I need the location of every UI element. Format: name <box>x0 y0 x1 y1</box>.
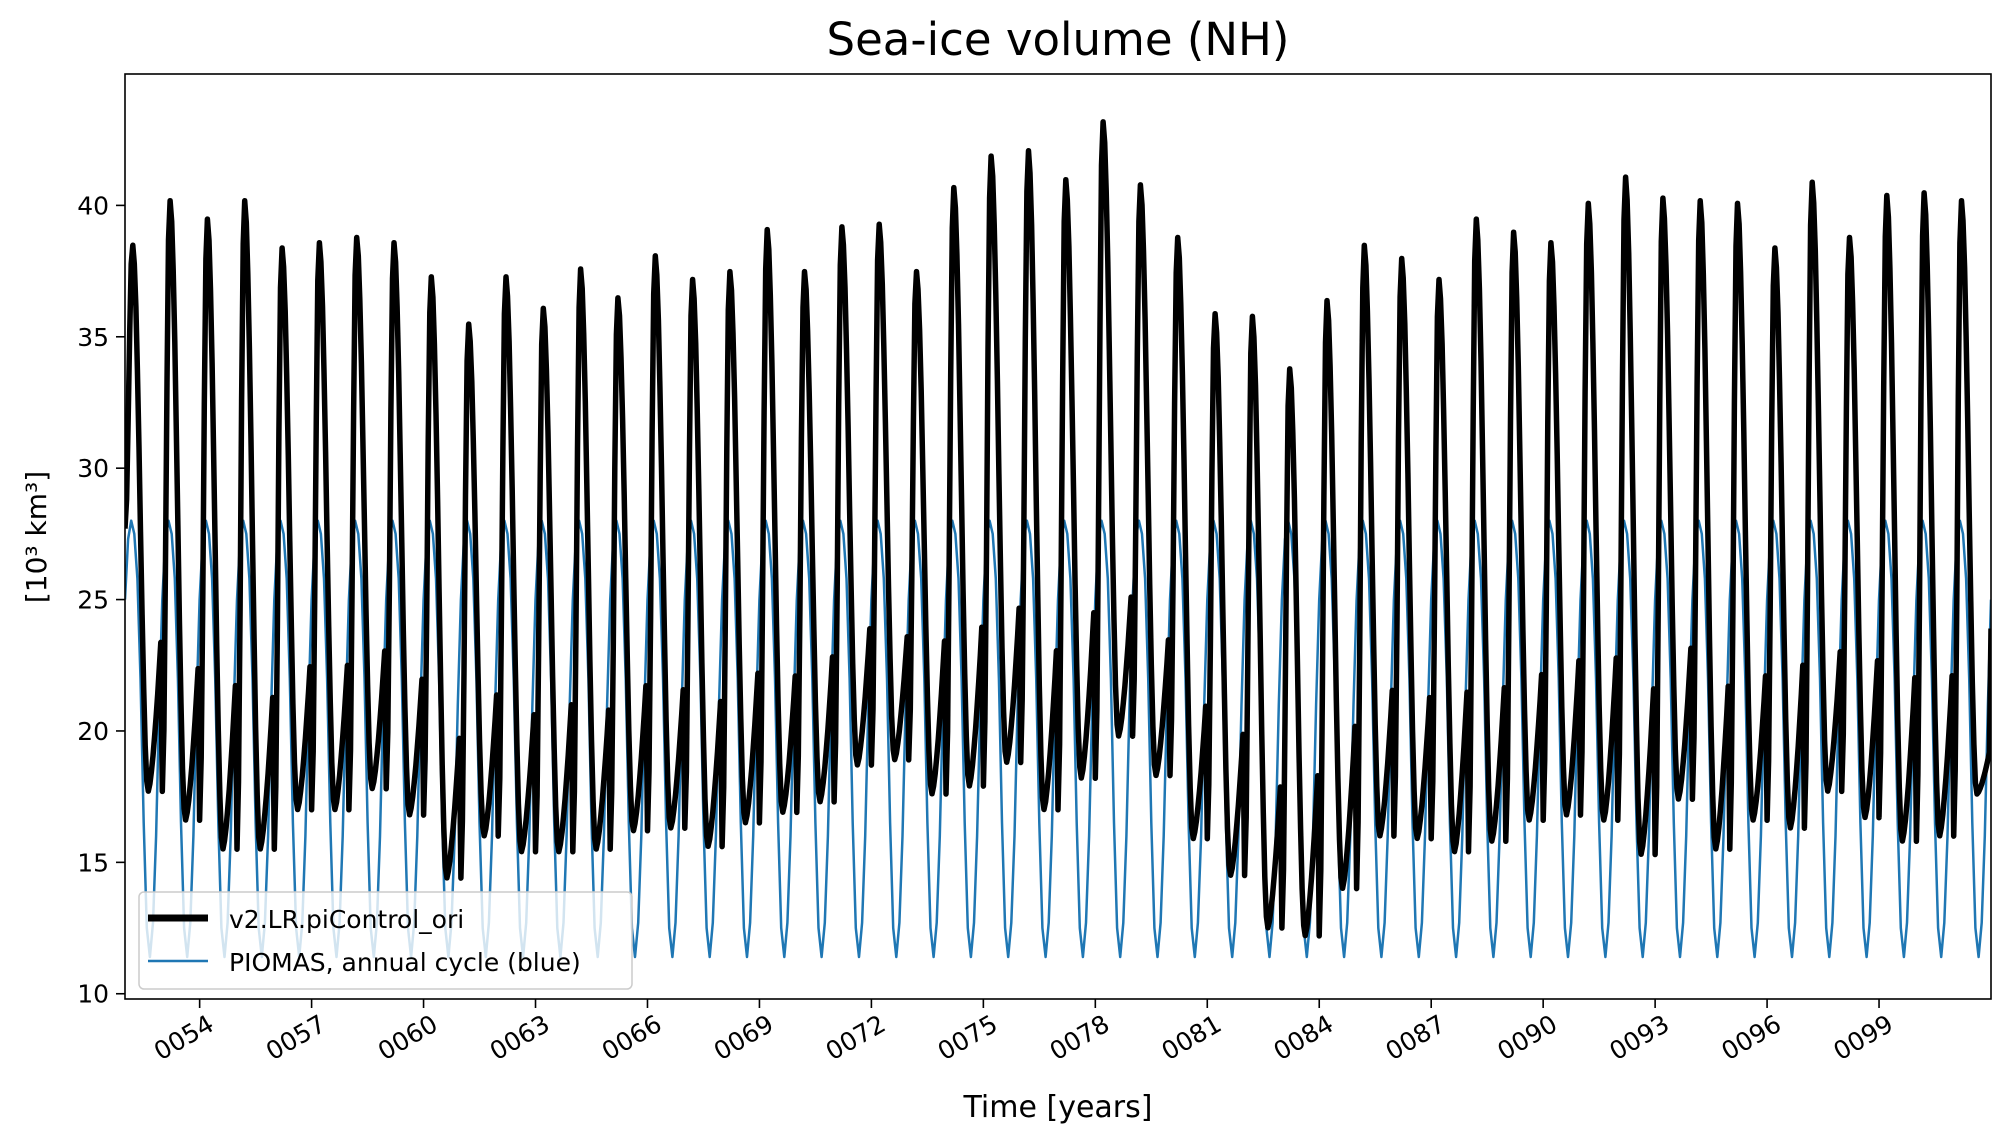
legend: v2.LR.piControl_ori PIOMAS, annual cycle… <box>138 891 633 990</box>
y-tick-label: 30 <box>77 454 109 483</box>
series-layer <box>125 119 1991 959</box>
legend-box <box>138 891 633 990</box>
x-axis-label: Time [years] <box>963 1090 1153 1125</box>
y-tick-label: 20 <box>77 717 109 746</box>
y-tick-label: 25 <box>77 586 109 615</box>
y-axis: 10 15 20 25 30 35 40 <box>77 191 125 1009</box>
legend-label-piomas: PIOMAS, annual cycle (blue) <box>229 948 581 977</box>
series-line-piomas <box>125 519 1991 959</box>
legend-label-model: v2.LR.piControl_ori <box>229 905 464 934</box>
chart-title: Sea-ice volume (NH) <box>827 13 1290 66</box>
plot-frame <box>124 73 1992 1000</box>
y-tick-label: 10 <box>77 980 109 1009</box>
y-axis-label: [10³ km³] <box>20 471 53 603</box>
y-tick-label: 35 <box>77 323 109 352</box>
y-tick-label: 40 <box>77 191 109 220</box>
y-tick-label: 15 <box>77 848 109 877</box>
series-line-model <box>125 119 1991 939</box>
